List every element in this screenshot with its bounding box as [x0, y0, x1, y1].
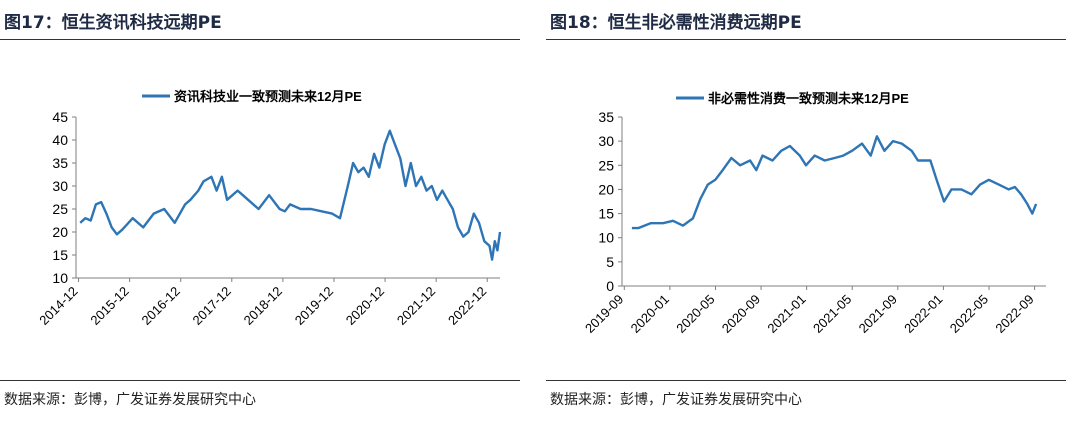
source-divider — [546, 380, 1066, 381]
y-tick-label: 20 — [598, 181, 614, 197]
x-tick-label: 2020-09 — [719, 292, 763, 336]
y-tick-label: 35 — [52, 155, 68, 171]
x-tick-label: 2020-05 — [673, 292, 717, 336]
y-tick-label: 25 — [598, 157, 614, 173]
x-tick-label: 2021-09 — [856, 292, 900, 336]
x-tick-label: 2022-12 — [445, 284, 489, 328]
legend-label: 非必需性消费一致预测未来12月PE — [708, 91, 909, 106]
pe-chart-hs-consumer-discretionary: 0 5 10 15 20 25 30 35 2019-09 2020-01 2020-05 2020-… — [582, 91, 1046, 336]
figure-title: 图18：恒生非必需性消费远期PE — [550, 13, 802, 33]
source-note: 数据来源：彭博，广发证券发展研究中心 — [4, 392, 256, 408]
y-tick-label: 10 — [52, 270, 68, 286]
y-tick-label: 10 — [598, 230, 614, 246]
y-tick-label: 30 — [598, 133, 614, 149]
y-tick-label: 15 — [598, 206, 614, 222]
x-tick-label: 2021-12 — [394, 284, 438, 328]
x-tick-label: 2021-01 — [764, 292, 808, 336]
x-tick-label: 2021-05 — [810, 292, 854, 336]
x-tick-label: 2019-12 — [292, 284, 336, 328]
y-tick-label: 0 — [606, 278, 614, 294]
figure-17-panel: 图17：恒生资讯科技远期PE 10 15 20 25 30 35 40 45 2014-12 20… — [0, 0, 520, 423]
x-tick-label: 2022-09 — [992, 292, 1036, 336]
x-tick-label: 2017-12 — [190, 284, 234, 328]
y-tick-label: 45 — [52, 109, 68, 125]
x-tick-label: 2022-01 — [901, 292, 945, 336]
x-tick-label: 2018-12 — [241, 284, 285, 328]
y-tick-label: 30 — [52, 178, 68, 194]
y-tick-label: 35 — [598, 109, 614, 125]
legend-label: 资讯科技业一致预测未来12月PE — [174, 89, 362, 104]
x-tick-label: 2022-05 — [947, 292, 991, 336]
y-tick-label: 25 — [52, 201, 68, 217]
x-tick-label: 2016-12 — [138, 284, 182, 328]
title-divider — [0, 39, 520, 40]
figure-18-panel: 图18：恒生非必需性消费远期PE 0 5 10 15 20 25 30 35 2019-09 20… — [546, 0, 1066, 423]
y-tick-label: 5 — [606, 254, 614, 270]
x-tick-label: 2019-09 — [582, 292, 626, 336]
y-tick-label: 40 — [52, 132, 68, 148]
x-tick-label: 2014-12 — [36, 284, 80, 328]
series-line — [79, 129, 502, 261]
y-tick-label: 15 — [52, 247, 68, 263]
figure-title: 图17：恒生资讯科技远期PE — [4, 13, 222, 33]
source-note: 数据来源：彭博，广发证券发展研究中心 — [550, 392, 802, 408]
x-tick-label: 2015-12 — [87, 284, 131, 328]
x-tick-label: 2020-01 — [628, 292, 672, 336]
x-tick-label: 2020-12 — [343, 284, 387, 328]
title-divider — [546, 39, 1066, 40]
source-divider — [0, 380, 520, 381]
y-tick-label: 20 — [52, 224, 68, 240]
series-line — [631, 135, 1038, 230]
